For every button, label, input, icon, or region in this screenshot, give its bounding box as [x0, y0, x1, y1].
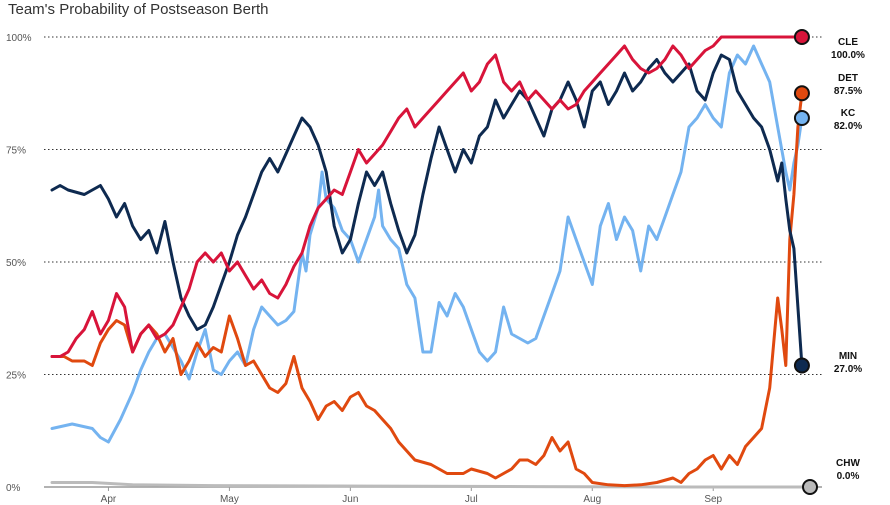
y-tick-label: 50% — [6, 258, 26, 269]
end-marker-kc — [793, 110, 810, 126]
series-line-kc — [50, 44, 804, 444]
x-tick-label: Jul — [465, 494, 478, 505]
y-tick-label: 25% — [6, 371, 26, 382]
x-tick-label: Aug — [583, 494, 601, 505]
marker-layer: CHW 0.0% KC 82.0% DET 87.5% MIN 27.0% CLE 100.0% — [793, 29, 865, 495]
x-tick-label: Sep — [704, 494, 722, 505]
series-layer — [50, 35, 812, 489]
legend-team-det: DET — [838, 73, 858, 84]
end-marker-det — [793, 85, 810, 102]
x-tick-label: Apr — [101, 494, 117, 505]
y-tick-label: 75% — [6, 146, 26, 157]
legend-team-chw: CHW — [836, 458, 860, 469]
x-tick-label: May — [220, 494, 239, 505]
legend-value-min: 27.0% — [834, 364, 862, 375]
y-tick-label: 0% — [6, 483, 21, 494]
series-line-cle — [50, 35, 804, 358]
end-marker-cle — [793, 29, 810, 45]
series-line-det — [50, 91, 804, 488]
legend-value-chw: 0.0% — [837, 471, 860, 482]
legend-team-kc: KC — [841, 108, 855, 119]
x-tick-label: Jun — [342, 494, 358, 505]
legend-value-cle: 100.0% — [831, 50, 865, 61]
legend-team-cle: CLE — [838, 37, 858, 48]
legend-value-kc: 82.0% — [834, 121, 862, 132]
legend-value-det: 87.5% — [834, 86, 862, 97]
end-marker-min — [793, 357, 810, 374]
chart-title: Team's Probability of Postseason Berth — [8, 1, 269, 18]
end-marker-chw — [802, 479, 818, 495]
series-line-min — [50, 53, 804, 367]
axis-layer: 100% 75% 50% 25% 0% Apr May Jun Jul Aug Sep — [6, 33, 822, 505]
y-tick-label: 100% — [6, 33, 32, 44]
series-line-chw — [50, 481, 812, 489]
legend-team-min: MIN — [839, 351, 857, 362]
